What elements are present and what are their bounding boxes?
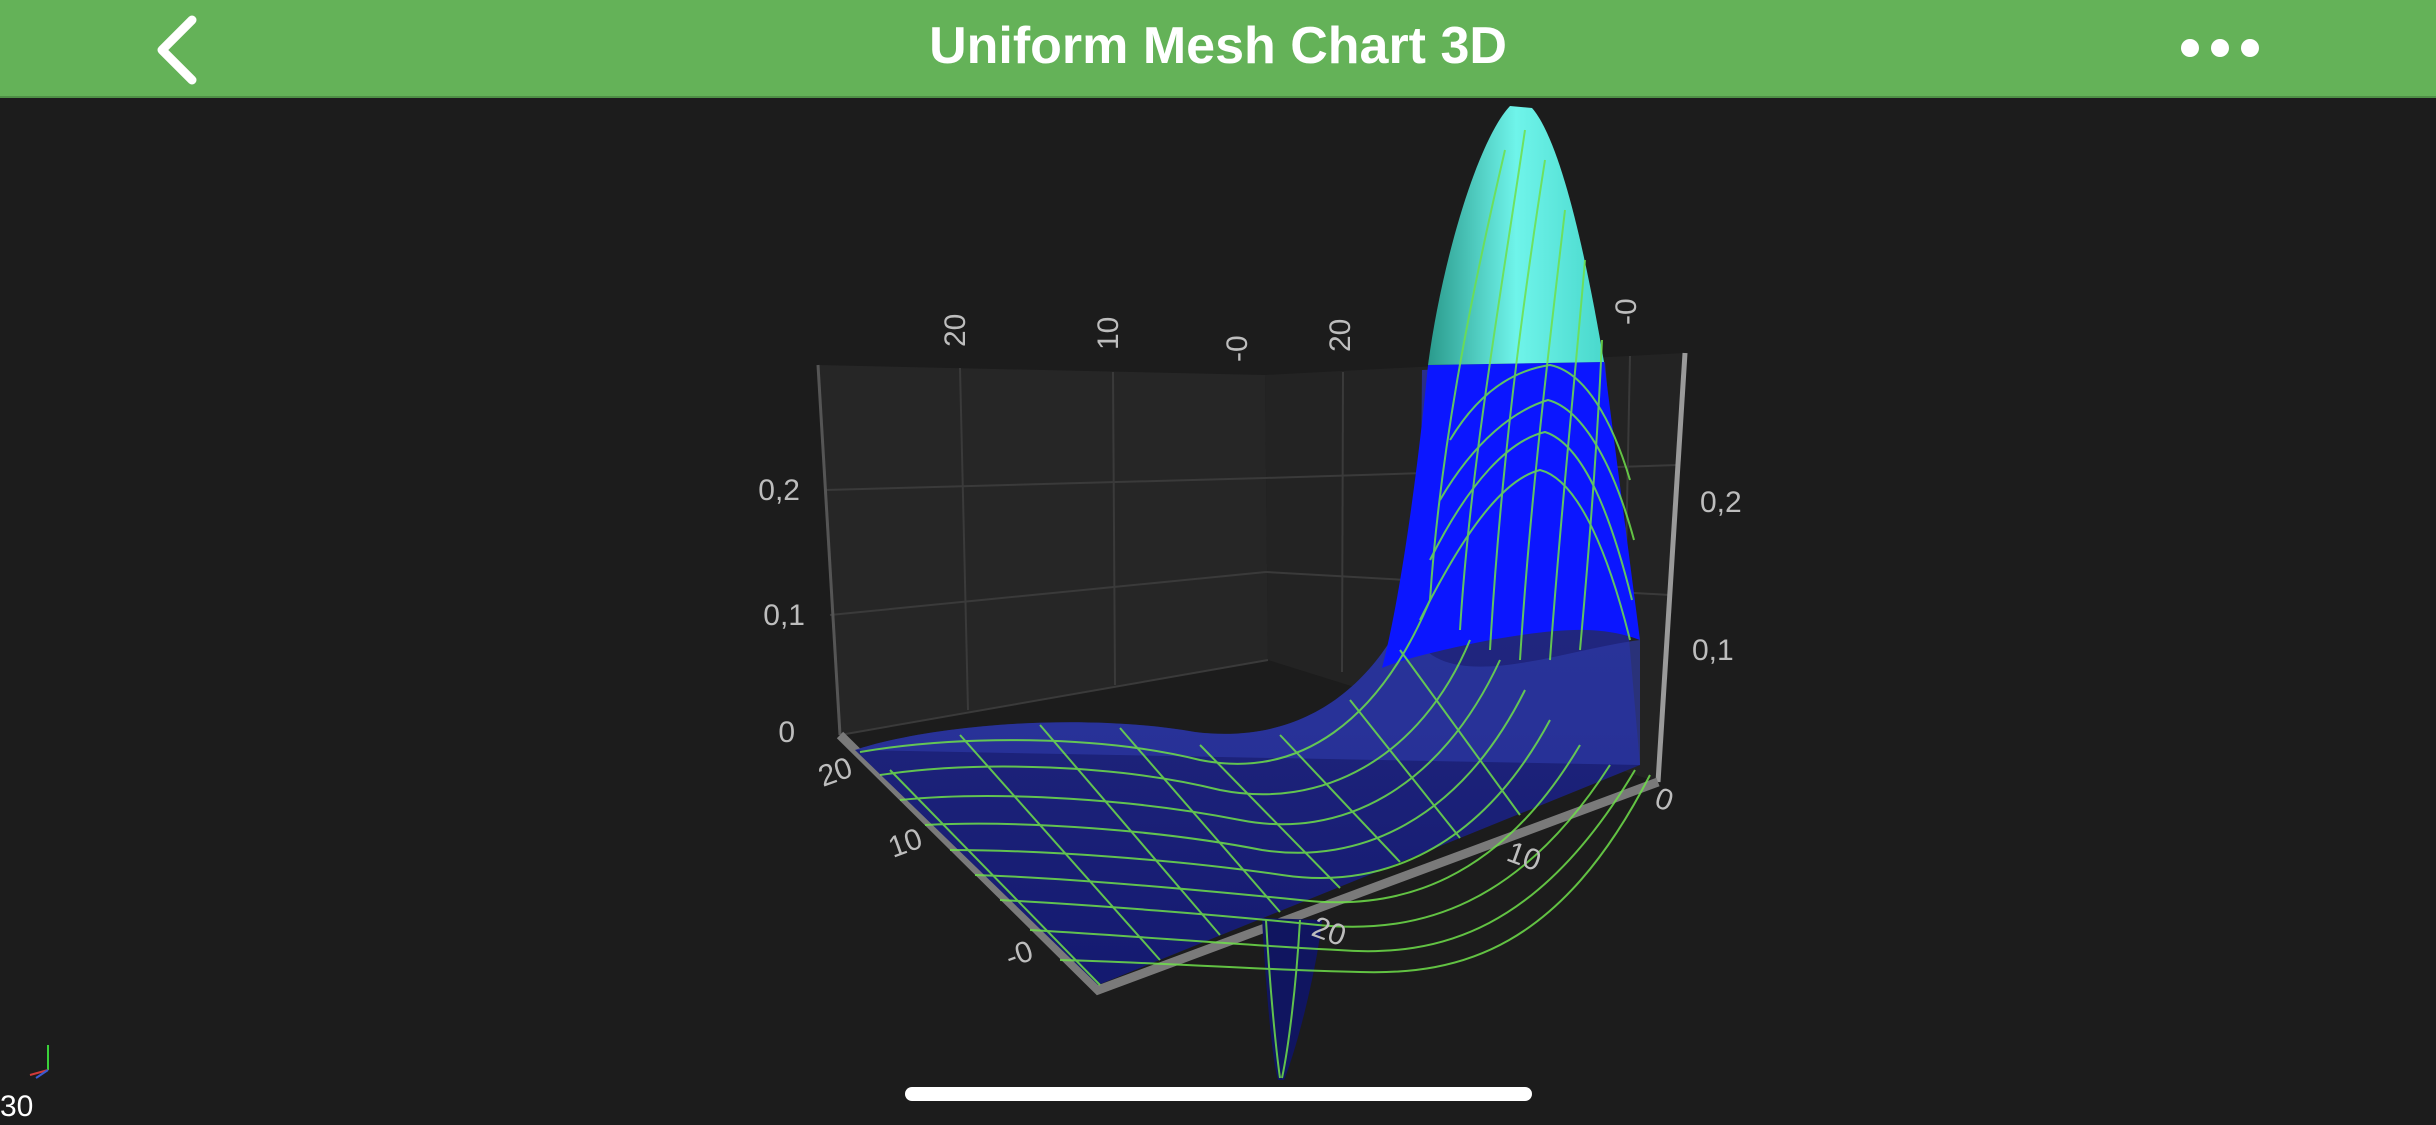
page-title: Uniform Mesh Chart 3D bbox=[929, 17, 1507, 75]
mesh-wireframe bbox=[859, 129, 1651, 1079]
y-tick-left: 0 bbox=[778, 716, 795, 749]
chart-canvas[interactable]: 0 0,1 0,2 0,1 0,2 -0 10 20 0 10 20 20 10… bbox=[0, 96, 2436, 1125]
back-tick: 10 bbox=[1092, 317, 1125, 350]
y-tick-left: 0,2 bbox=[758, 474, 800, 507]
back-button[interactable] bbox=[140, 10, 220, 86]
back-tick: -0 bbox=[1610, 298, 1643, 325]
surface-chart[interactable]: 0 0,1 0,2 0,1 0,2 -0 10 20 0 10 20 20 10… bbox=[0, 96, 2436, 1125]
home-indicator[interactable] bbox=[905, 1087, 1532, 1101]
y-tick-left: 0,1 bbox=[763, 599, 805, 632]
back-tick: 20 bbox=[1324, 319, 1357, 352]
floor-axes bbox=[836, 731, 1660, 996]
axis-gizmo-icon bbox=[29, 1045, 49, 1079]
navbar: Uniform Mesh Chart 3D bbox=[0, 0, 2436, 98]
back-tick: 20 bbox=[939, 314, 972, 347]
more-options-button[interactable] bbox=[2170, 18, 2270, 78]
x-tick-front: 20 bbox=[814, 751, 857, 793]
y-tick-right: 0,1 bbox=[1692, 634, 1734, 667]
x-tick-front: 10 bbox=[884, 822, 927, 864]
x-tick-front: -0 bbox=[1001, 934, 1037, 974]
chevron-left-icon bbox=[157, 15, 197, 85]
back-tick: -0 bbox=[1221, 335, 1254, 362]
fps-counter: 30 bbox=[0, 1090, 34, 1123]
y-tick-right: 0,2 bbox=[1700, 486, 1742, 519]
ellipsis-icon bbox=[2181, 39, 2259, 57]
